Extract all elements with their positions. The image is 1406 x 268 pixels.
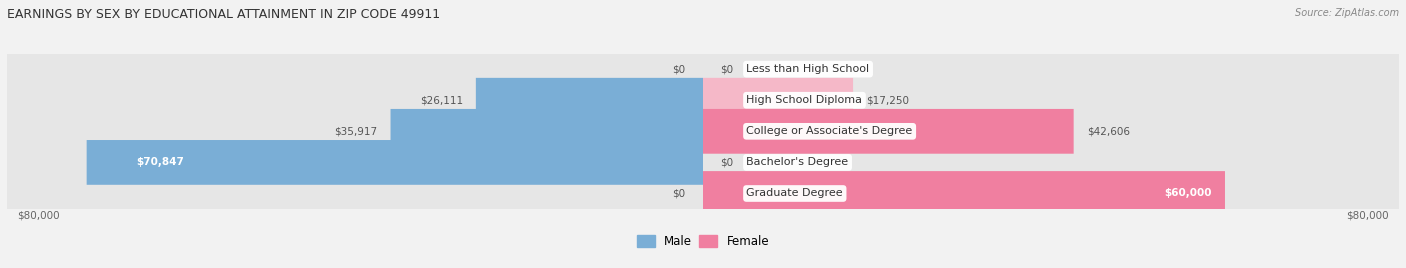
- Text: $70,847: $70,847: [136, 157, 184, 168]
- Text: $0: $0: [672, 188, 686, 199]
- FancyBboxPatch shape: [703, 109, 1074, 154]
- Text: $0: $0: [720, 157, 734, 168]
- Text: Bachelor's Degree: Bachelor's Degree: [747, 157, 849, 168]
- Text: $42,606: $42,606: [1087, 126, 1129, 136]
- Text: $80,000: $80,000: [17, 211, 60, 221]
- FancyBboxPatch shape: [7, 168, 1399, 219]
- FancyBboxPatch shape: [7, 105, 1399, 157]
- Text: College or Associate's Degree: College or Associate's Degree: [747, 126, 912, 136]
- Text: Source: ZipAtlas.com: Source: ZipAtlas.com: [1295, 8, 1399, 18]
- Text: Graduate Degree: Graduate Degree: [747, 188, 844, 199]
- Text: $26,111: $26,111: [419, 95, 463, 105]
- FancyBboxPatch shape: [391, 109, 703, 154]
- Text: Less than High School: Less than High School: [747, 64, 870, 74]
- Legend: Male, Female: Male, Female: [633, 230, 773, 253]
- Text: $80,000: $80,000: [1346, 211, 1389, 221]
- Text: $17,250: $17,250: [866, 95, 910, 105]
- FancyBboxPatch shape: [703, 171, 1225, 216]
- Text: High School Diploma: High School Diploma: [747, 95, 862, 105]
- Text: $35,917: $35,917: [335, 126, 377, 136]
- Text: $0: $0: [672, 64, 686, 74]
- FancyBboxPatch shape: [703, 78, 853, 123]
- FancyBboxPatch shape: [7, 74, 1399, 126]
- FancyBboxPatch shape: [87, 140, 703, 185]
- FancyBboxPatch shape: [7, 43, 1399, 95]
- FancyBboxPatch shape: [475, 78, 703, 123]
- Text: $60,000: $60,000: [1164, 188, 1212, 199]
- FancyBboxPatch shape: [7, 136, 1399, 188]
- Text: EARNINGS BY SEX BY EDUCATIONAL ATTAINMENT IN ZIP CODE 49911: EARNINGS BY SEX BY EDUCATIONAL ATTAINMEN…: [7, 8, 440, 21]
- Text: $0: $0: [720, 64, 734, 74]
